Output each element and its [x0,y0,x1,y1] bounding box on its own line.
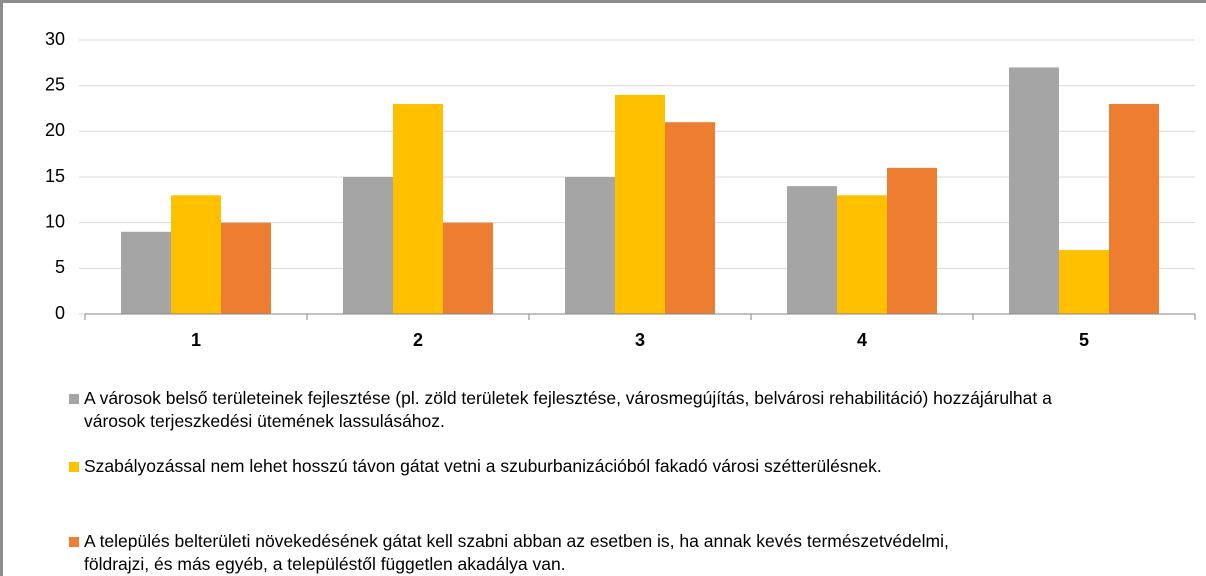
bar [343,177,393,314]
y-tick-label: 0 [55,303,65,323]
x-tick-label: 5 [1079,330,1089,350]
bar [615,94,665,314]
legend-label: A település belterületi növekedésének gá… [84,531,949,574]
y-tick-label: 10 [45,211,65,231]
legend-entry: A városok belső területeinek fejlesztése… [69,387,1194,433]
bar [171,195,221,314]
bar [665,122,715,314]
bar [393,103,443,314]
chart: 0 5 10 15 20 25 30 1 2 3 4 5 [45,29,1196,350]
bar [887,167,937,314]
legend-label: A városok belső területeinek fejlesztése… [84,388,1052,431]
y-tick-label: 30 [45,29,65,49]
y-tick-label: 5 [55,257,65,277]
legend-entry: Szabályozással nem lehet hosszú távon gá… [69,455,1194,478]
bar [121,231,171,314]
y-tick-label: 25 [45,74,65,94]
legend: A városok belső területeinek fejlesztése… [69,387,1194,576]
legend-swatch [69,537,79,547]
legend-swatch [69,394,79,404]
bar [787,186,837,314]
bar [221,222,271,314]
bar [1059,250,1109,314]
x-tick-label: 2 [413,330,423,350]
bar [565,177,615,314]
y-tick-label: 15 [45,166,65,186]
bar [443,222,493,314]
y-tick-label: 20 [45,120,65,140]
legend-label: Szabályozással nem lehet hosszú távon gá… [84,456,882,476]
bar [1109,103,1159,314]
x-tick-label: 4 [857,330,867,350]
legend-swatch [69,462,79,472]
x-tick-label: 3 [635,330,645,350]
bar [837,195,887,314]
legend-entry: A település belterületi növekedésének gá… [69,530,1194,576]
x-tick-label: 1 [191,330,201,350]
bar [1009,67,1059,315]
